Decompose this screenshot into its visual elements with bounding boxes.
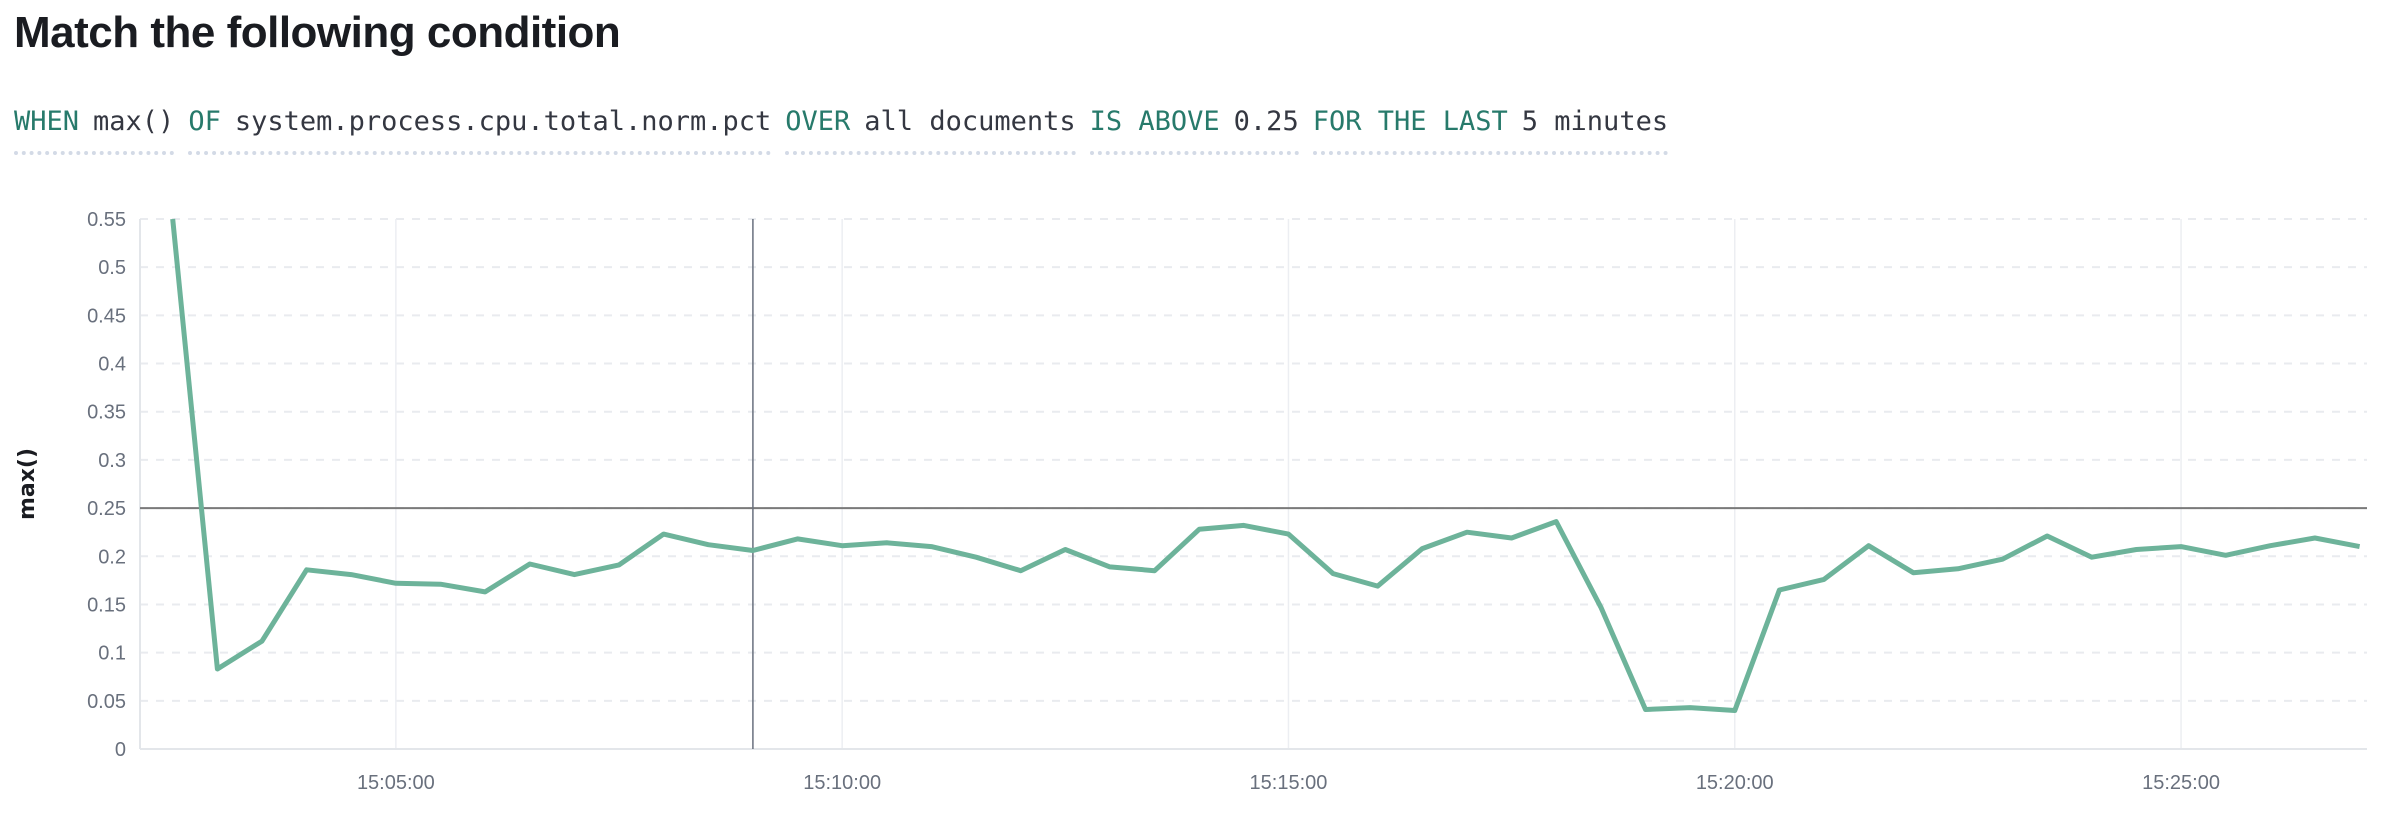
y-tick-label: 0.1: [98, 643, 126, 665]
page-title: Match the following condition: [14, 8, 621, 57]
x-tick-label: 15:10:00: [803, 772, 881, 794]
x-tick-label: 15:25:00: [2142, 772, 2220, 794]
y-tick-label: 0.2: [98, 546, 126, 568]
expression-part-of[interactable]: OF system.process.cpu.total.norm.pct: [188, 106, 772, 155]
y-tick-label: 0.3: [98, 450, 126, 472]
y-axis-label: max(): [15, 448, 40, 520]
expression-keyword: WHEN: [14, 106, 80, 137]
y-tick-label: 0.5: [98, 257, 126, 279]
x-tick-label: 15:05:00: [357, 772, 435, 794]
y-tick-label: 0: [115, 739, 126, 761]
y-tick-label: 0.4: [98, 354, 126, 376]
y-tick-label: 0.35: [87, 402, 126, 424]
y-tick-label: 0.15: [87, 594, 126, 616]
expression-part-when[interactable]: WHEN max(): [14, 106, 175, 155]
expression-value: 0.25: [1233, 106, 1299, 137]
x-tick-label: 15:20:00: [1696, 772, 1774, 794]
y-tick-label: 0.55: [87, 209, 126, 231]
expression-keyword: FOR THE LAST: [1312, 106, 1508, 137]
expression-part-over[interactable]: OVER all documents: [785, 106, 1076, 155]
y-tick-label: 0.45: [87, 305, 126, 327]
expression-part-for-the-last[interactable]: FOR THE LAST 5 minutes: [1312, 106, 1669, 155]
series-line: [170, 218, 2361, 713]
y-tick-label: 0.05: [87, 691, 126, 713]
expression-value: max(): [93, 106, 175, 137]
expression-value: 5 minutes: [1521, 106, 1669, 137]
x-tick-label: 15:15:00: [1250, 772, 1328, 794]
y-tick-label: 0.25: [87, 498, 126, 520]
expression-value: system.process.cpu.total.norm.pct: [234, 106, 772, 137]
expression-part-is-above[interactable]: IS ABOVE 0.25: [1089, 106, 1299, 155]
expression-keyword: OF: [188, 106, 221, 137]
condition-expression: WHEN max() OF system.process.cpu.total.norm…: [14, 106, 1669, 155]
expression-keyword: IS ABOVE: [1089, 106, 1220, 137]
expression-keyword: OVER: [785, 106, 851, 137]
expression-value: all documents: [864, 106, 1076, 137]
